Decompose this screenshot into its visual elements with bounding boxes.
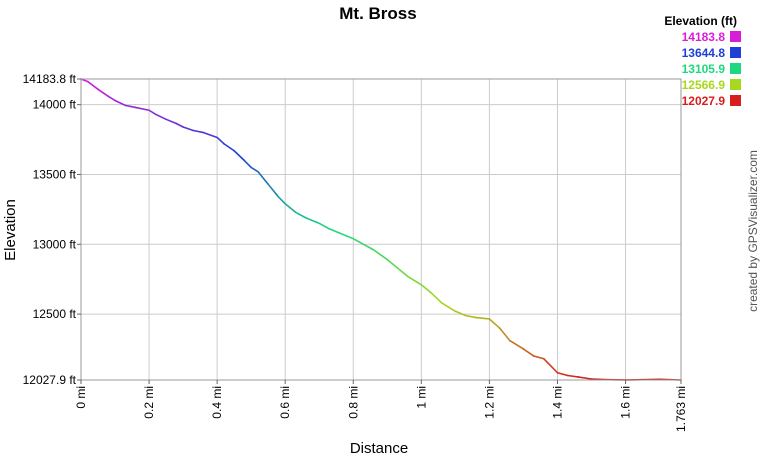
elevation-segment bbox=[420, 283, 433, 294]
elevation-segment bbox=[165, 118, 178, 125]
chart-title: Mt. Bross bbox=[339, 4, 416, 23]
elevation-segment bbox=[556, 371, 569, 377]
elevation-segment bbox=[474, 316, 491, 320]
elevation-segment bbox=[233, 149, 246, 162]
plot-frame bbox=[80, 78, 682, 381]
elevation-segment bbox=[87, 80, 99, 91]
y-tick-label: 13000 ft bbox=[33, 237, 77, 251]
elevation-line bbox=[80, 78, 682, 381]
legend-swatch bbox=[730, 31, 741, 42]
x-tick-label: 1.2 mi bbox=[482, 386, 496, 419]
elevation-segment bbox=[328, 228, 341, 234]
y-axis-title: Elevation bbox=[2, 199, 19, 261]
elevation-segment bbox=[97, 88, 110, 98]
y-tick-label: 14183.8 ft bbox=[23, 72, 77, 86]
elevation-segment bbox=[175, 122, 184, 128]
grid bbox=[80, 78, 682, 381]
x-axis-ticks: 0 mi 0.2 mi 0.4 mi 0.6 mi 0.8 mi 1 mi 1.2 mi 1.… bbox=[74, 380, 688, 432]
elevation-segment bbox=[202, 131, 218, 139]
legend-swatch bbox=[730, 95, 741, 106]
y-tick-label: 12027.9 ft bbox=[23, 373, 77, 387]
elevation-segment bbox=[464, 314, 477, 319]
elevation-segment bbox=[216, 136, 225, 145]
elevation-segment bbox=[454, 310, 467, 317]
elevation-segment bbox=[257, 170, 269, 186]
elevation-segment bbox=[430, 292, 443, 304]
elevation-segment bbox=[107, 95, 116, 102]
elevation-segment bbox=[284, 202, 297, 213]
elevation-segment bbox=[406, 275, 423, 286]
y-tick-label: 13500 ft bbox=[33, 167, 77, 181]
elevation-segment bbox=[440, 302, 457, 313]
elevation-segment bbox=[498, 327, 511, 342]
elevation-segment bbox=[114, 99, 127, 107]
x-tick-label: 1.6 mi bbox=[619, 386, 633, 419]
elevation-segment bbox=[522, 348, 535, 357]
legend-title: Elevation (ft) bbox=[664, 14, 737, 28]
elevation-segment bbox=[338, 232, 355, 240]
elevation-segment bbox=[148, 109, 157, 116]
credit-text: created by GPSVisualizer.com bbox=[746, 150, 760, 312]
y-tick-label: 12500 ft bbox=[33, 307, 77, 321]
elevation-segment bbox=[192, 129, 205, 134]
x-axis-title: Distance bbox=[350, 440, 408, 457]
legend-label: 13105.9 bbox=[682, 62, 726, 76]
y-tick-label: 14000 ft bbox=[33, 98, 77, 112]
x-tick-label: 1.4 mi bbox=[550, 386, 564, 419]
elevation-segment bbox=[386, 258, 399, 269]
elevation-segment bbox=[577, 376, 593, 380]
legend-label: 12566.9 bbox=[682, 78, 726, 92]
y-axis-ticks: 12027.9 ft 12500 ft 13000 ft 13500 ft 14000 … bbox=[23, 72, 81, 387]
legend-swatch bbox=[730, 63, 741, 74]
x-tick-label: 0.8 mi bbox=[346, 386, 360, 419]
elevation-segment bbox=[124, 104, 137, 109]
elevation-segment bbox=[294, 211, 307, 219]
x-tick-label: 0.6 mi bbox=[278, 386, 292, 419]
legend-label: 14183.8 bbox=[682, 30, 726, 44]
elevation-segment bbox=[566, 374, 579, 378]
legend-swatch bbox=[730, 47, 741, 58]
legend-label: 12027.9 bbox=[682, 94, 726, 108]
elevation-segment bbox=[243, 159, 252, 169]
elevation-segment bbox=[532, 355, 545, 360]
elevation-segment bbox=[318, 222, 331, 230]
elevation-segment bbox=[543, 357, 559, 374]
elevation-segment bbox=[134, 106, 150, 112]
x-tick-label: 1.763 mi bbox=[674, 386, 688, 432]
legend-swatch bbox=[730, 79, 741, 90]
elevation-segment bbox=[362, 243, 375, 251]
elevation-segment bbox=[223, 142, 235, 152]
elevation-segment bbox=[182, 126, 195, 132]
elevation-segment bbox=[304, 216, 321, 225]
elevation-segment bbox=[509, 339, 525, 350]
x-tick-label: 0.4 mi bbox=[210, 386, 224, 419]
elevation-segment bbox=[488, 318, 501, 329]
x-tick-label: 0 mi bbox=[74, 386, 88, 409]
legend: 14183.8 13644.8 13105.9 12566.9 12027.9 bbox=[682, 30, 741, 108]
legend-label: 13644.8 bbox=[682, 46, 726, 60]
elevation-segment bbox=[352, 237, 365, 246]
elevation-segment bbox=[267, 183, 280, 198]
elevation-segment bbox=[155, 113, 167, 121]
x-tick-label: 1 mi bbox=[414, 386, 428, 409]
elevation-segment bbox=[277, 196, 286, 205]
elevation-segment bbox=[396, 267, 409, 278]
elevation-segment bbox=[250, 166, 259, 173]
x-tick-label: 0.2 mi bbox=[142, 386, 156, 419]
elevation-segment bbox=[372, 249, 389, 261]
